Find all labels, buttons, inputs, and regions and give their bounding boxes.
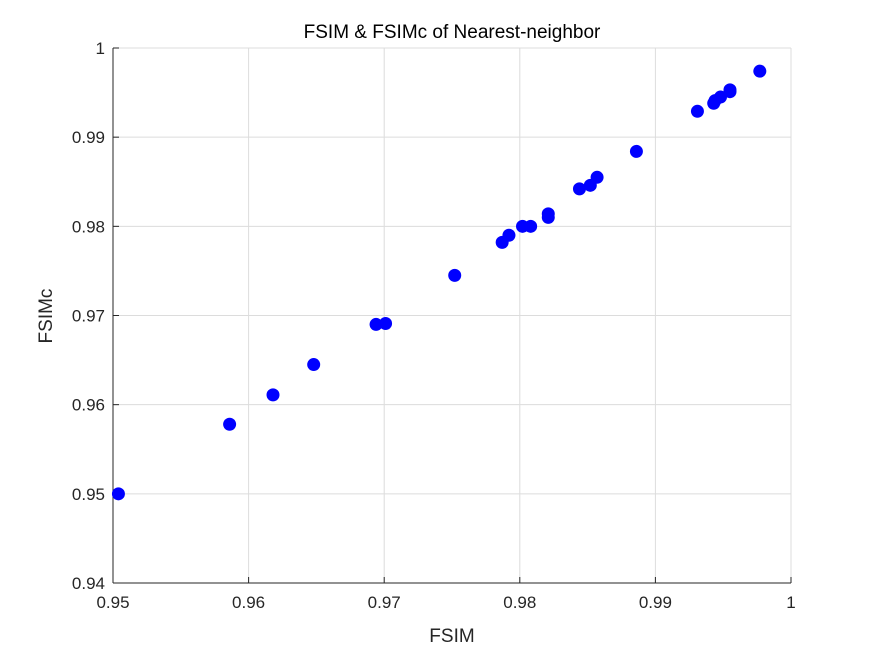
- data-point: [590, 170, 604, 184]
- x-tick-label: 0.95: [96, 593, 129, 612]
- x-tick-label: 0.96: [232, 593, 265, 612]
- data-point: [629, 144, 643, 158]
- y-tick-label: 0.96: [72, 396, 105, 415]
- data-point: [541, 207, 555, 221]
- y-tick-label: 0.94: [72, 574, 105, 593]
- data-point: [753, 64, 767, 78]
- data-point: [307, 358, 321, 372]
- data-point: [723, 83, 737, 97]
- y-tick-label: 0.95: [72, 485, 105, 504]
- data-point: [524, 219, 538, 233]
- data-point: [223, 417, 237, 431]
- y-tick-label: 0.97: [72, 307, 105, 326]
- y-tick-label: 0.98: [72, 217, 105, 236]
- data-point: [690, 104, 704, 118]
- x-tick-label: 0.98: [503, 593, 536, 612]
- x-tick-label: 1: [786, 593, 795, 612]
- chart-title: FSIM & FSIMc of Nearest-neighbor: [304, 22, 601, 43]
- x-tick-label: 0.99: [639, 593, 672, 612]
- data-point: [266, 388, 280, 402]
- data-point: [448, 268, 462, 282]
- data-point: [379, 317, 393, 331]
- x-tick-label: 0.97: [368, 593, 401, 612]
- data-point: [713, 90, 727, 104]
- data-point: [572, 182, 586, 196]
- y-axis-label: FSIMc: [36, 289, 57, 344]
- y-tick-label: 0.99: [72, 128, 105, 147]
- y-tick-label: 1: [96, 39, 105, 58]
- data-point: [502, 228, 516, 242]
- data-point: [111, 487, 125, 501]
- data-point: [369, 317, 383, 331]
- plot-area: 0.95 0.96 0.97 0.98 0.99 10.940.950.960.970.9…: [72, 39, 796, 612]
- x-axis-label: FSIM: [429, 626, 474, 647]
